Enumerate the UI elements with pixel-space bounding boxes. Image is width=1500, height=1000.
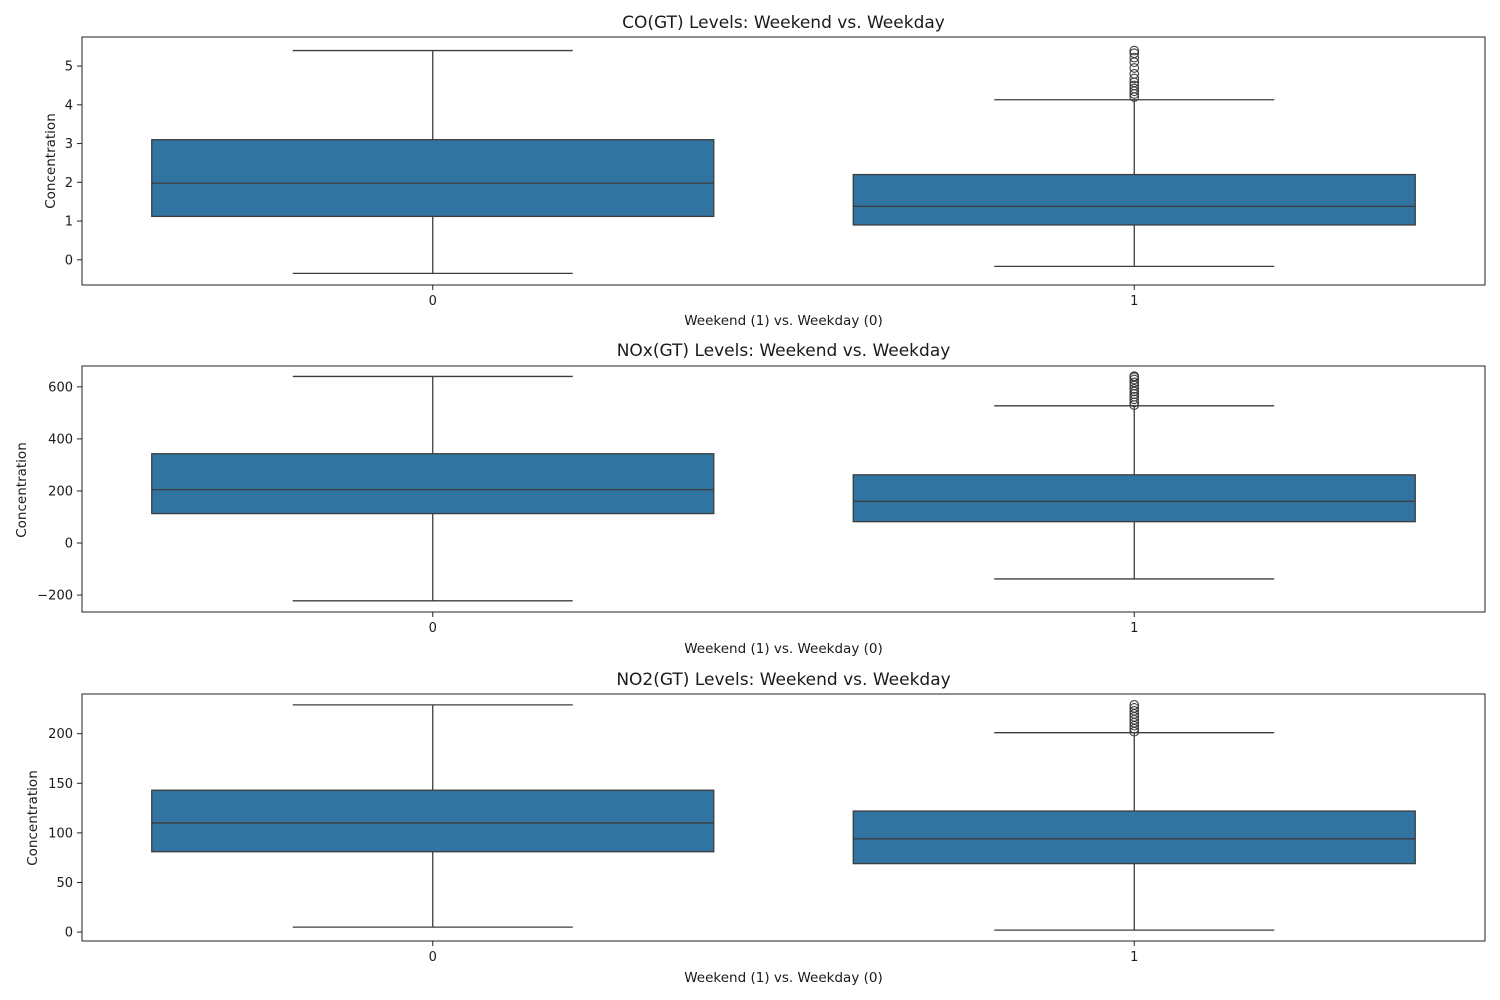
chart-title-co: CO(GT) Levels: Weekend vs. Weekday	[622, 13, 945, 33]
chart-panel-co: 0 1 2 3 4 5 0 1	[65, 36, 1486, 309]
outlier-point	[1129, 63, 1140, 73]
ylabel-co: Concentration	[43, 113, 59, 209]
x-tick-label: 0	[429, 621, 437, 636]
y-tick-label: −200	[37, 589, 73, 604]
y-tick-label: 5	[65, 60, 73, 75]
outlier-point	[1129, 374, 1140, 385]
y-tick-label: 2	[65, 176, 73, 191]
box-iqr	[852, 173, 1416, 226]
outlier-point	[1129, 700, 1140, 710]
outlier-point	[1129, 80, 1140, 91]
box-iqr	[151, 789, 715, 853]
box-iqr	[852, 474, 1416, 523]
y-tick-label: 0	[65, 537, 73, 552]
plot-frame	[81, 693, 1486, 942]
outlier-point	[1129, 45, 1140, 56]
ylabel-no2: Concentration	[25, 770, 41, 866]
outlier-point	[1129, 394, 1140, 405]
y-tick-label: 4	[65, 98, 73, 113]
y-tick-label: 100	[48, 826, 73, 841]
x-tick-label: 1	[1130, 621, 1138, 636]
y-tick-label: 3	[65, 137, 73, 152]
outlier-point	[1129, 384, 1140, 394]
y-tick-label: 50	[56, 876, 73, 891]
outlier-point	[1129, 73, 1140, 84]
outlier-point	[1129, 48, 1140, 59]
box-iqr	[151, 139, 715, 218]
y-tick-label: 200	[48, 484, 73, 499]
outlier-point	[1129, 68, 1140, 79]
outlier-point	[1129, 703, 1140, 713]
outlier-point	[1129, 706, 1140, 716]
xlabel-no2: Weekend (1) vs. Weekday (0)	[684, 970, 882, 986]
x-tick-label: 0	[429, 950, 437, 965]
xlabel-nox: Weekend (1) vs. Weekday (0)	[684, 641, 882, 657]
y-tick-label: 1	[65, 215, 73, 230]
chart-panel-nox: −200 0 200 400 600 0 1	[37, 365, 1486, 636]
outlier-point	[1129, 83, 1140, 94]
chart-title-nox: NOx(GT) Levels: Weekend vs. Weekday	[617, 341, 951, 361]
ylabel-nox: Concentration	[14, 442, 30, 538]
plot-frame	[81, 365, 1486, 613]
chart-panel-no2: 0 50 100 150 200 0 1	[48, 693, 1486, 965]
box-iqr	[852, 810, 1416, 865]
outlier-point	[1129, 52, 1140, 63]
outlier-point	[1129, 377, 1140, 388]
plot-frame	[81, 36, 1486, 286]
y-tick-label: 400	[48, 432, 73, 447]
y-tick-label: 0	[65, 926, 73, 941]
y-tick-label: 200	[48, 727, 73, 742]
y-tick-label: 0	[65, 253, 73, 268]
y-tick-label: 150	[48, 777, 73, 792]
x-tick-label: 1	[1130, 294, 1138, 309]
outlier-point	[1129, 371, 1140, 382]
chart-title-no2: NO2(GT) Levels: Weekend vs. Weekday	[616, 670, 950, 690]
y-tick-label: 600	[48, 380, 73, 395]
x-tick-label: 1	[1130, 950, 1138, 965]
xlabel-co: Weekend (1) vs. Weekday (0)	[684, 313, 882, 329]
x-tick-label: 0	[429, 294, 437, 309]
box-iqr	[151, 453, 715, 515]
outlier-point	[1129, 391, 1140, 402]
